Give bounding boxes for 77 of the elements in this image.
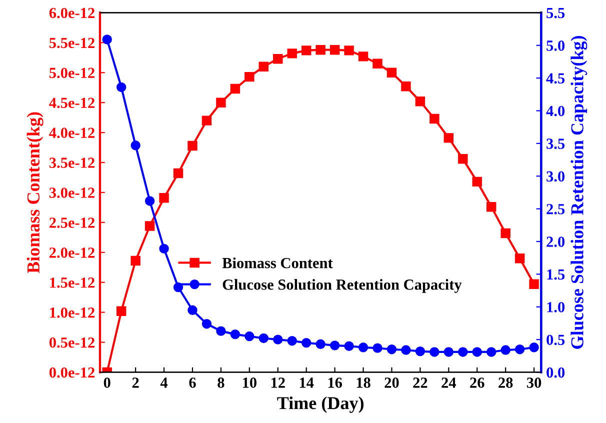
y2-tick-label: 1.5 — [547, 269, 565, 280]
point — [514, 344, 525, 354]
y-tick-label: 5.0e-12 — [49, 68, 94, 78]
point — [344, 341, 354, 351]
x-tick-label: 2 — [132, 378, 139, 388]
point — [301, 338, 312, 348]
y2-tick-label: 2.0 — [546, 236, 565, 248]
x-tick-label: 24 — [442, 378, 456, 388]
point — [173, 282, 184, 292]
y2-tick-label: 0.0 — [546, 367, 565, 378]
point — [159, 244, 169, 254]
legend-label: Biomass Content — [222, 257, 333, 268]
point — [444, 347, 454, 357]
x-tick-label: 14 — [300, 378, 314, 388]
point — [144, 196, 155, 206]
point — [430, 347, 440, 357]
point — [372, 343, 382, 353]
point — [386, 344, 397, 354]
point — [273, 334, 283, 344]
x-tick-label: 30 — [526, 378, 542, 388]
y2-tick-label: 4.0 — [546, 106, 565, 116]
y-tick-label: 2.5e-12 — [50, 218, 94, 228]
point — [216, 326, 226, 336]
y-tick-label: 3.0e-12 — [49, 188, 94, 198]
point — [486, 347, 496, 357]
point — [287, 336, 297, 346]
x-tick-label: 26 — [470, 378, 484, 388]
y-tick-label: 4.0e-12 — [49, 128, 94, 138]
y-tick-label: 0.5e-12 — [49, 337, 94, 348]
x-tick-label: 28 — [498, 378, 513, 388]
x-tick-label: 6 — [189, 378, 196, 388]
y-tick-label: 6.0e-12 — [49, 8, 94, 18]
y-tick-label: 5.5e-12 — [49, 38, 94, 48]
point — [401, 345, 411, 355]
x-tick-label: 18 — [356, 378, 370, 388]
point — [244, 331, 254, 342]
point — [529, 342, 539, 352]
x-axis-title: Time (Day) — [277, 396, 364, 413]
x-tick-label: 4 — [160, 378, 168, 388]
x-tick-label: 12 — [271, 378, 285, 388]
point — [316, 339, 326, 349]
point — [358, 342, 368, 352]
y2-tick-label: 1.0 — [547, 302, 565, 312]
y2-tick-label: 5.0 — [546, 40, 565, 51]
y-tick-label: 1.0e-12 — [50, 307, 94, 318]
point — [202, 319, 212, 329]
y2-tick-label: 5.5 — [546, 8, 565, 18]
point — [102, 34, 112, 44]
y-tick-label: 1.5e-12 — [50, 278, 94, 288]
x-tick-label: 20 — [384, 378, 399, 388]
y2-tick-label: 2.5 — [546, 204, 565, 214]
y-tick-label: 3.5e-12 — [49, 158, 94, 168]
point — [116, 82, 126, 92]
point — [330, 340, 340, 350]
x-tick-label: 8 — [218, 378, 224, 388]
y2-tick-label: 3.5 — [546, 138, 565, 149]
x-tick-label: 16 — [328, 378, 342, 388]
point — [230, 329, 240, 340]
point — [472, 347, 482, 357]
y-tick-label: 4.5e-12 — [49, 98, 94, 108]
point — [130, 140, 140, 150]
point — [458, 347, 468, 357]
y2-tick-label: 0.5 — [546, 334, 565, 346]
x-tick-label: 10 — [243, 378, 256, 388]
point — [188, 305, 198, 315]
x-tick-label: 0 — [104, 378, 110, 388]
point — [415, 346, 426, 356]
y-tick-label: 0.0e-12 — [49, 367, 94, 378]
x-tick-label: 22 — [413, 378, 428, 388]
y-axis-title: Biomass Content(kg) — [26, 112, 44, 274]
point — [500, 345, 510, 355]
point — [258, 333, 269, 344]
legend-label: Glucose Solution Retention Capacity — [222, 279, 462, 293]
y2-tick-label: 3.0 — [546, 171, 565, 182]
y-tick-label: 2.0e-12 — [50, 248, 94, 258]
y2-axis-title: Glucose Solution Retention Capacity(kg) — [570, 36, 588, 349]
y2-tick-label: 4.5 — [546, 73, 565, 84]
